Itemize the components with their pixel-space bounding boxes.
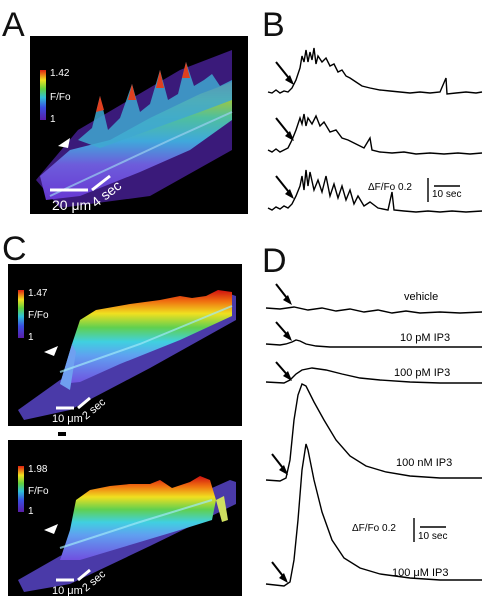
panel-d-label-trace-3: 100 pM IP3 [394,367,450,379]
panel-c-top-arrowhead-icon [44,346,58,356]
panel-c-top-ridge [59,305,233,373]
panel-d-trace-100um [265,443,482,587]
panel-c-top-colorbar [18,290,24,338]
panel-c-bottom-cbar-max: 1.98 [28,464,48,475]
panel-d-scale-y: ΔF/Fo 0.2 [352,523,396,534]
panel-c-bottom-surface [60,476,216,560]
panel-c-bottom-scale-t-bar [77,568,91,582]
panel-b-trace-1 [267,47,483,95]
panel-c-top-front [60,344,76,390]
panel-c-bottom-colorbar [18,466,24,512]
panel-c-top-scale-x: 10 μm [52,413,83,425]
panel-c-bottom-cbar-min: 1 [28,506,34,517]
panel-c-bottom-cbar-label: F/Fo [28,486,49,497]
panel-c-bottom-arrowhead-icon [44,524,58,534]
panel-d-label-trace-2: 10 pM IP3 [400,332,450,344]
panel-a-ridge [49,111,233,197]
panel-c-bottom-ridge [59,499,213,549]
panel-a-cbar-label: F/Fo [50,92,71,103]
panel-a-peaks [78,62,232,148]
panel-b-trace-2 [267,113,483,155]
panel-b-trace-3 [267,169,483,213]
panel-a-cbar-max: 1.42 [50,68,70,79]
panel-a-scale-x: 20 μm [52,197,91,213]
panel-b-scale-t: 10 sec [432,189,461,200]
panel-a-label: A [2,6,25,44]
panel-c-top-cbar-min: 1 [28,332,34,343]
panel-c-bottom-scale-x: 10 μm [52,585,83,597]
panel-d-label-trace-4: 100 nM IP3 [396,457,452,469]
panel-c-top-cbar-label: F/Fo [28,310,49,321]
panel-d-label: D [262,242,287,280]
panel-a-arrowhead-icon [58,138,70,148]
panel-d-trace-vehicle [265,306,483,314]
panel-d-arrows [271,283,291,581]
panel-d-trace-100pm [265,367,482,384]
panel-a-scale-t-bar [91,174,111,192]
panel-b-label: B [262,6,285,44]
panel-b-arrowheads [285,75,294,199]
panel-c-top-surface [60,290,232,384]
panel-d-trace-100nm [265,383,482,482]
panel-b-scale-y: ΔF/Fo 0.2 [368,182,412,193]
panel-d-trace-10pm [265,339,482,348]
panel-a-cbar-min: 1 [50,114,56,125]
panel-d-scale-t: 10 sec [418,531,447,542]
panel-c-top-scale-t-bar [77,396,91,410]
panel-c-bottom-tail [216,496,228,522]
panel-d-arrowheads [279,295,292,583]
panel-a-colorbar [40,70,46,120]
panel-d-label-trace-5: 100 μM IP3 [392,567,448,579]
panel-c-top-cbar-max: 1.47 [28,288,48,299]
panel-d-label-trace-1: vehicle [404,291,438,303]
panel-c-separator [58,432,66,436]
panel-c-label: C [2,230,27,268]
